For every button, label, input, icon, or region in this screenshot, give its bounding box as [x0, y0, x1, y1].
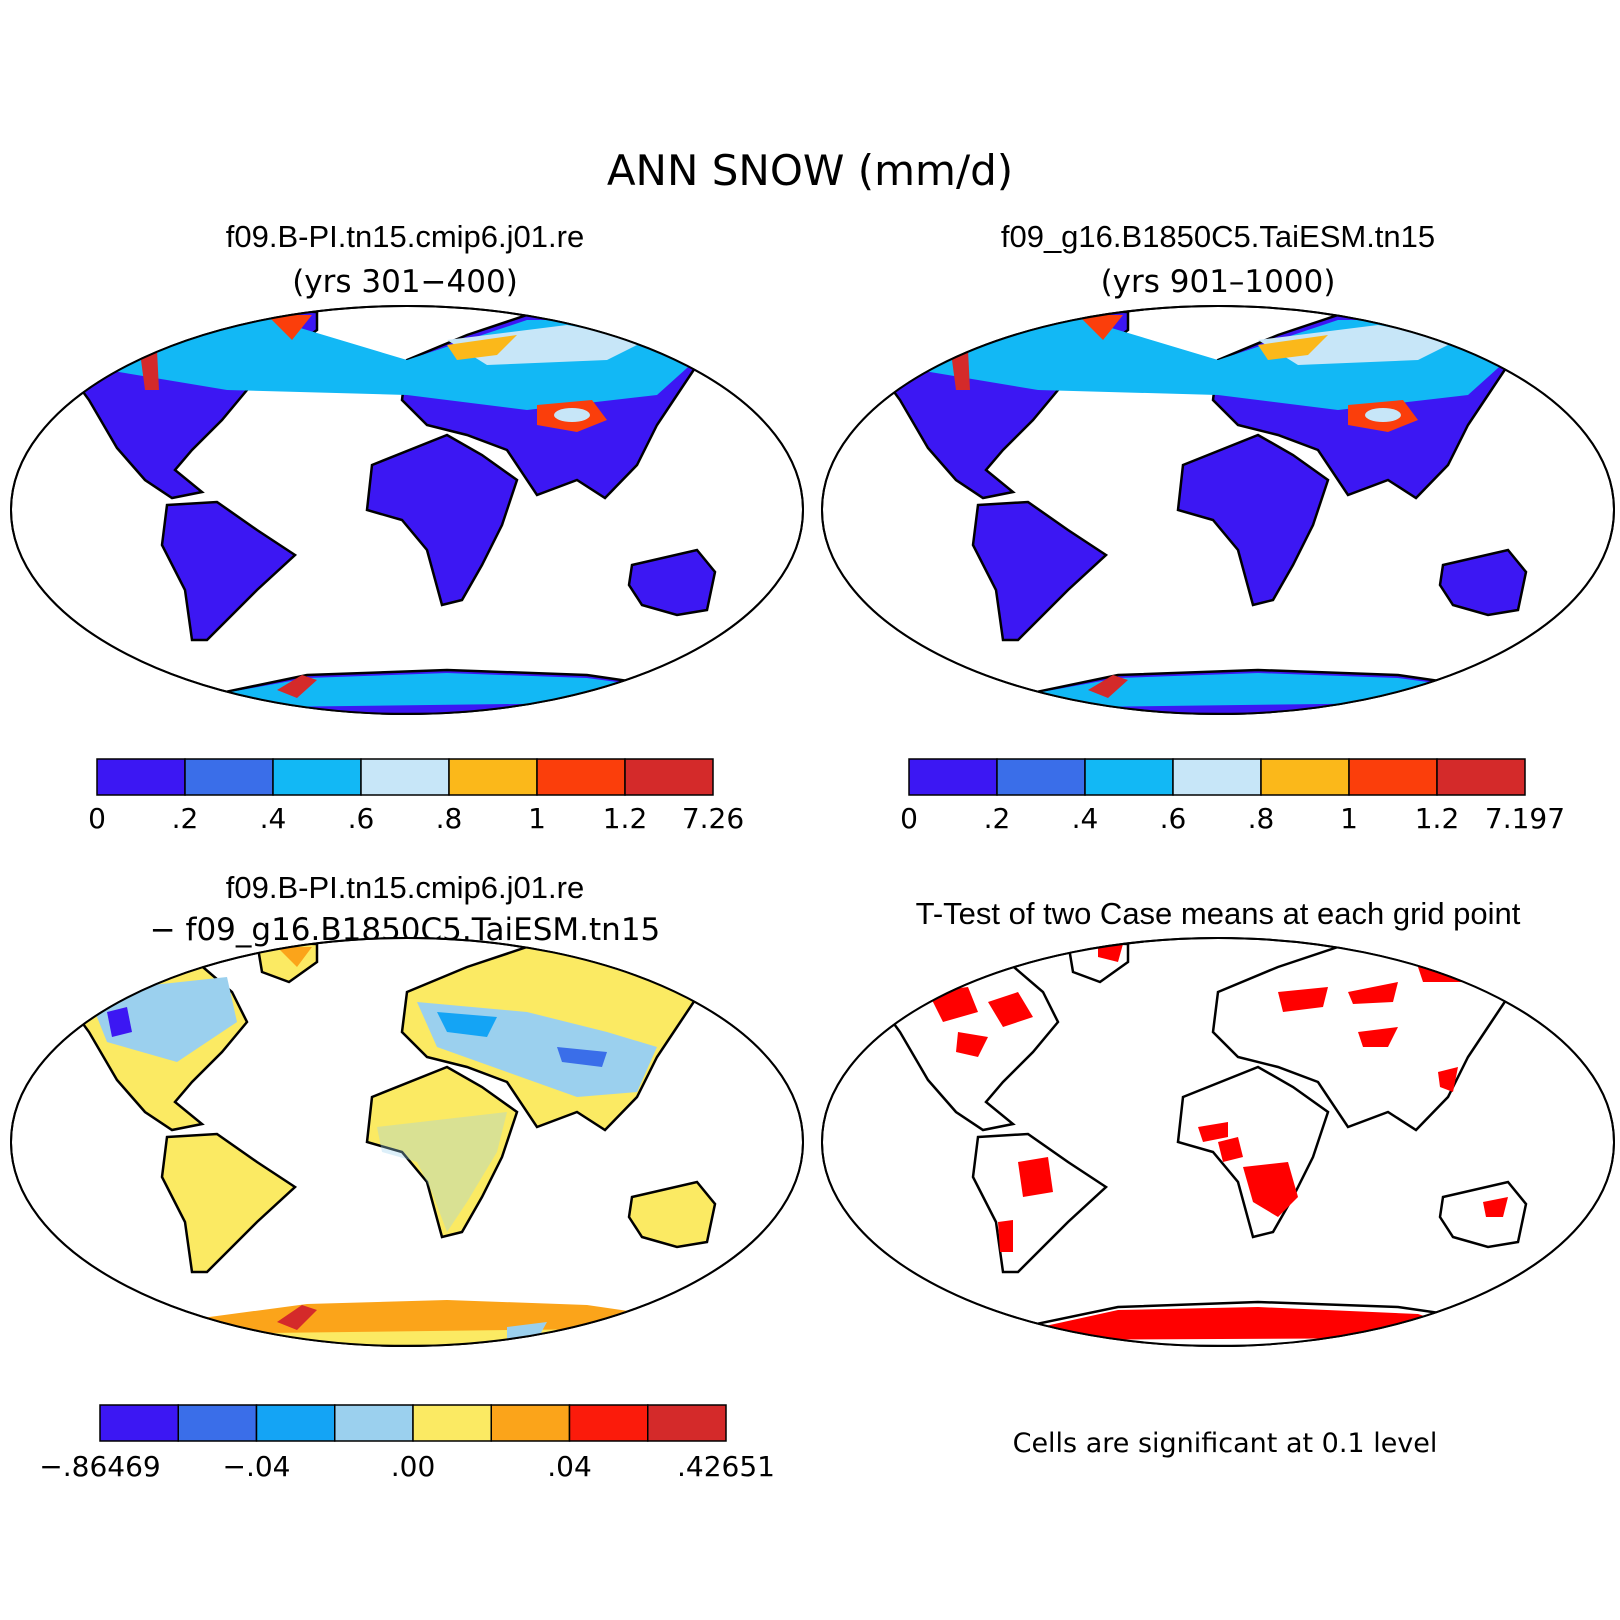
colorbar-label: .6 [1160, 802, 1187, 835]
colorbar-label: 7.26 [682, 802, 744, 835]
panel-case1: f09.B-PI.tn15.cmip6.j01.re (yrs 301−400)… [10, 219, 804, 835]
figure-title: ANN SNOW (mm/d) [607, 146, 1013, 195]
colorbar-label: .04 [547, 1450, 592, 1483]
colorbar-swatch [1348, 758, 1438, 796]
colorbar-swatch [96, 758, 186, 796]
colorbar-swatch [490, 1404, 571, 1442]
colorbar-label: .8 [436, 802, 463, 835]
colorbar-label: .4 [260, 802, 287, 835]
colorbar-swatch [908, 758, 998, 796]
colorbar-label: 7.197 [1485, 802, 1565, 835]
colorbar-swatch [1436, 758, 1526, 796]
significant-cells [928, 942, 1508, 1340]
colorbar-swatch [255, 1404, 336, 1442]
colorbar-swatch [360, 758, 450, 796]
panel-ttest: T-Test of two Case means at each grid po… [821, 896, 1615, 1459]
colorbar-label: .4 [1072, 802, 1099, 835]
colorbar-swatch [1260, 758, 1350, 796]
snow-tibet-core [554, 408, 590, 422]
case2-name: f09_g16.B1850C5.TaiESM.tn15 [1001, 219, 1435, 254]
colorbar-label: 0 [88, 802, 106, 835]
colorbar-case2: 0 .2 .4 .6 .8 1 1.2 7.197 [900, 758, 1565, 835]
colorbar-label: .2 [172, 802, 199, 835]
case2-years: (yrs 901–1000) [1101, 264, 1336, 300]
colorbar-swatch [624, 758, 714, 796]
colorbar-label: 1 [1340, 802, 1358, 835]
snow-high-greenland [267, 315, 312, 340]
colorbar-swatch [568, 1404, 649, 1442]
colorbar-label: 1.2 [603, 802, 648, 835]
diff-line1: f09.B-PI.tn15.cmip6.j01.re [226, 870, 584, 905]
colorbar-swatch [272, 758, 362, 796]
case1-years: (yrs 301−400) [292, 264, 518, 300]
colorbar-diff: −.86469 −.04 .00 .04 .42651 [39, 1404, 775, 1483]
map-ttest [821, 937, 1615, 1347]
ttest-title: T-Test of two Case means at each grid po… [916, 896, 1521, 931]
ttest-note: Cells are significant at 0.1 level [1013, 1428, 1438, 1459]
map-case1 [10, 305, 804, 715]
colorbar-label: 0 [900, 802, 918, 835]
colorbar-swatch [177, 1404, 258, 1442]
colorbar-label: .8 [1248, 802, 1275, 835]
colorbar-swatch [647, 1404, 727, 1442]
panel-diff: f09.B-PI.tn15.cmip6.j01.re − f09_g16.B18… [10, 870, 804, 1483]
colorbar-swatch [184, 758, 274, 796]
colorbar-label: .42651 [677, 1450, 775, 1483]
case1-name: f09.B-PI.tn15.cmip6.j01.re [226, 219, 584, 254]
colorbar-swatch [1084, 758, 1174, 796]
map-case2 [821, 305, 1615, 715]
snow-antarctic-edge [277, 675, 317, 698]
colorbar-swatch [536, 758, 626, 796]
colorbar-label: .00 [391, 1450, 436, 1483]
colorbar-swatch [99, 1404, 179, 1442]
snow-orange-europe [447, 335, 517, 360]
colorbar-label: −.04 [223, 1450, 291, 1483]
colorbar-label: .6 [348, 802, 375, 835]
colorbar-swatch [448, 758, 538, 796]
map-diff [10, 937, 804, 1347]
colorbar-swatch [412, 1404, 492, 1442]
colorbar-case1: 0 .2 .4 .6 .8 1 1.2 7.26 [88, 758, 744, 835]
panel-case2: f09_g16.B1850C5.TaiESM.tn15 (yrs 901–100… [821, 219, 1615, 835]
colorbar-swatch [996, 758, 1086, 796]
colorbar-label: 1.2 [1415, 802, 1460, 835]
colorbar-label: −.86469 [39, 1450, 160, 1483]
colorbar-swatch [1172, 758, 1262, 796]
colorbar-label: 1 [528, 802, 546, 835]
colorbar-label: .2 [984, 802, 1011, 835]
colorbar-swatch [334, 1404, 414, 1442]
